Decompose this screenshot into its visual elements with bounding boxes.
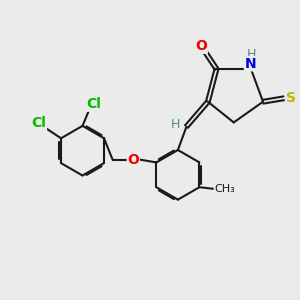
Text: H: H [246, 48, 256, 61]
Text: Cl: Cl [86, 97, 101, 111]
Text: O: O [128, 153, 139, 167]
Text: S: S [286, 91, 296, 105]
Text: N: N [244, 57, 256, 71]
Text: O: O [195, 39, 207, 53]
Text: Cl: Cl [32, 116, 46, 130]
Text: H: H [171, 118, 180, 131]
Text: CH₃: CH₃ [214, 184, 235, 194]
